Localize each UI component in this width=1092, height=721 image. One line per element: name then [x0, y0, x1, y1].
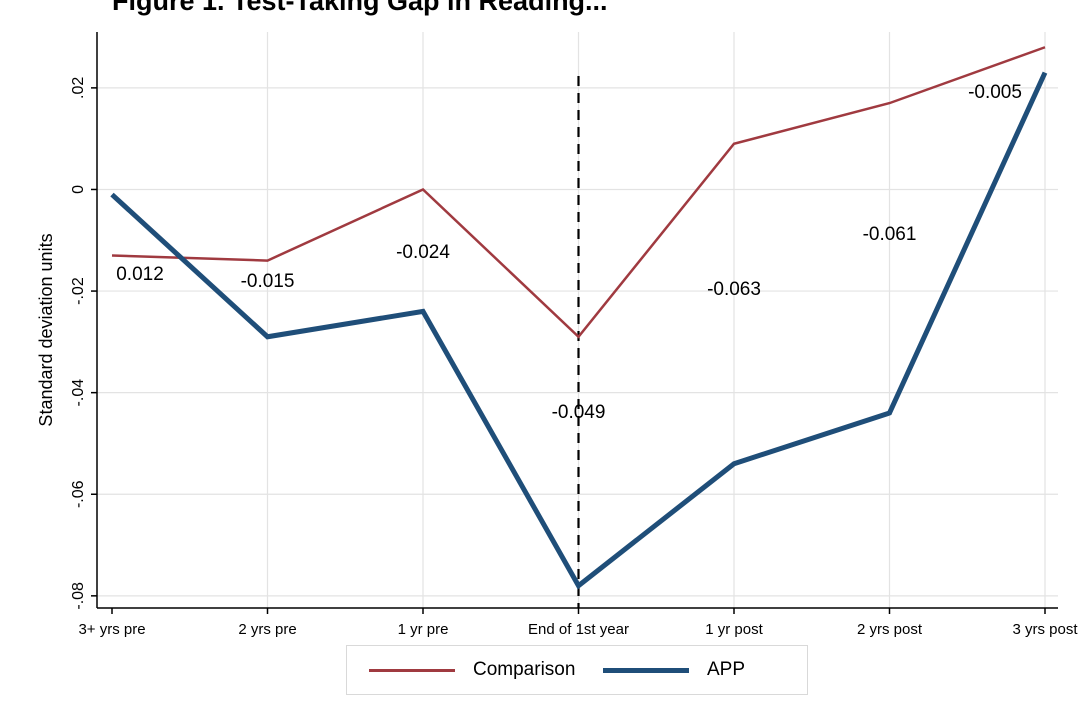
legend-label-app: APP: [707, 659, 746, 680]
y-tick-label: .02: [70, 77, 87, 99]
gap-label: -0.005: [968, 82, 1022, 103]
gap-label: 0.012: [116, 264, 164, 285]
series-line-app: [110, 71, 1048, 590]
x-tick-label: 2 yrs post: [857, 621, 923, 638]
legend-label-comparison: Comparison: [473, 659, 576, 680]
x-tick-label: 2 yrs pre: [238, 621, 296, 638]
gap-labels: 0.012 -0.015 -0.024 -0.049 -0.063 -0.061 -0.00…: [116, 82, 1022, 423]
series-line-comparison: [111, 46, 1046, 339]
y-tick-label: -.06: [70, 480, 87, 508]
y-tick-label: -.02: [70, 277, 87, 305]
legend-item-comparison: Comparison: [369, 646, 575, 694]
y-tick-label: -.04: [70, 379, 87, 407]
gap-label: -0.049: [552, 402, 606, 423]
y-tick-label: 0: [70, 185, 87, 194]
gap-label: -0.063: [707, 279, 761, 300]
axes: -.08 -.06 -.04 -.02 0 .02 3+ yrs pre 2 yrs pre 1…: [70, 32, 1078, 638]
gap-label: -0.015: [241, 271, 295, 292]
x-tick-label: 1 yr pre: [398, 621, 449, 638]
legend-swatch-comparison: [369, 668, 455, 672]
x-tick-label: 1 yr post: [705, 621, 763, 638]
legend-swatch-app: [603, 667, 689, 673]
gap-label: -0.024: [396, 242, 450, 263]
legend-item-app: APP: [603, 646, 745, 694]
legend: Comparison APP: [346, 645, 808, 695]
x-tick-label: 3 yrs post: [1012, 621, 1078, 638]
gap-label: -0.061: [863, 224, 917, 245]
y-axis-label: Standard deviation units: [36, 233, 56, 426]
x-tick-label: End of 1st year: [528, 621, 629, 638]
x-tick-label: 3+ yrs pre: [78, 621, 145, 638]
y-tick-label: -.08: [70, 582, 87, 610]
series-lines: [110, 46, 1048, 590]
title-fragment: Figure 1. Test-Taking Gap in Reading...: [112, 0, 608, 16]
